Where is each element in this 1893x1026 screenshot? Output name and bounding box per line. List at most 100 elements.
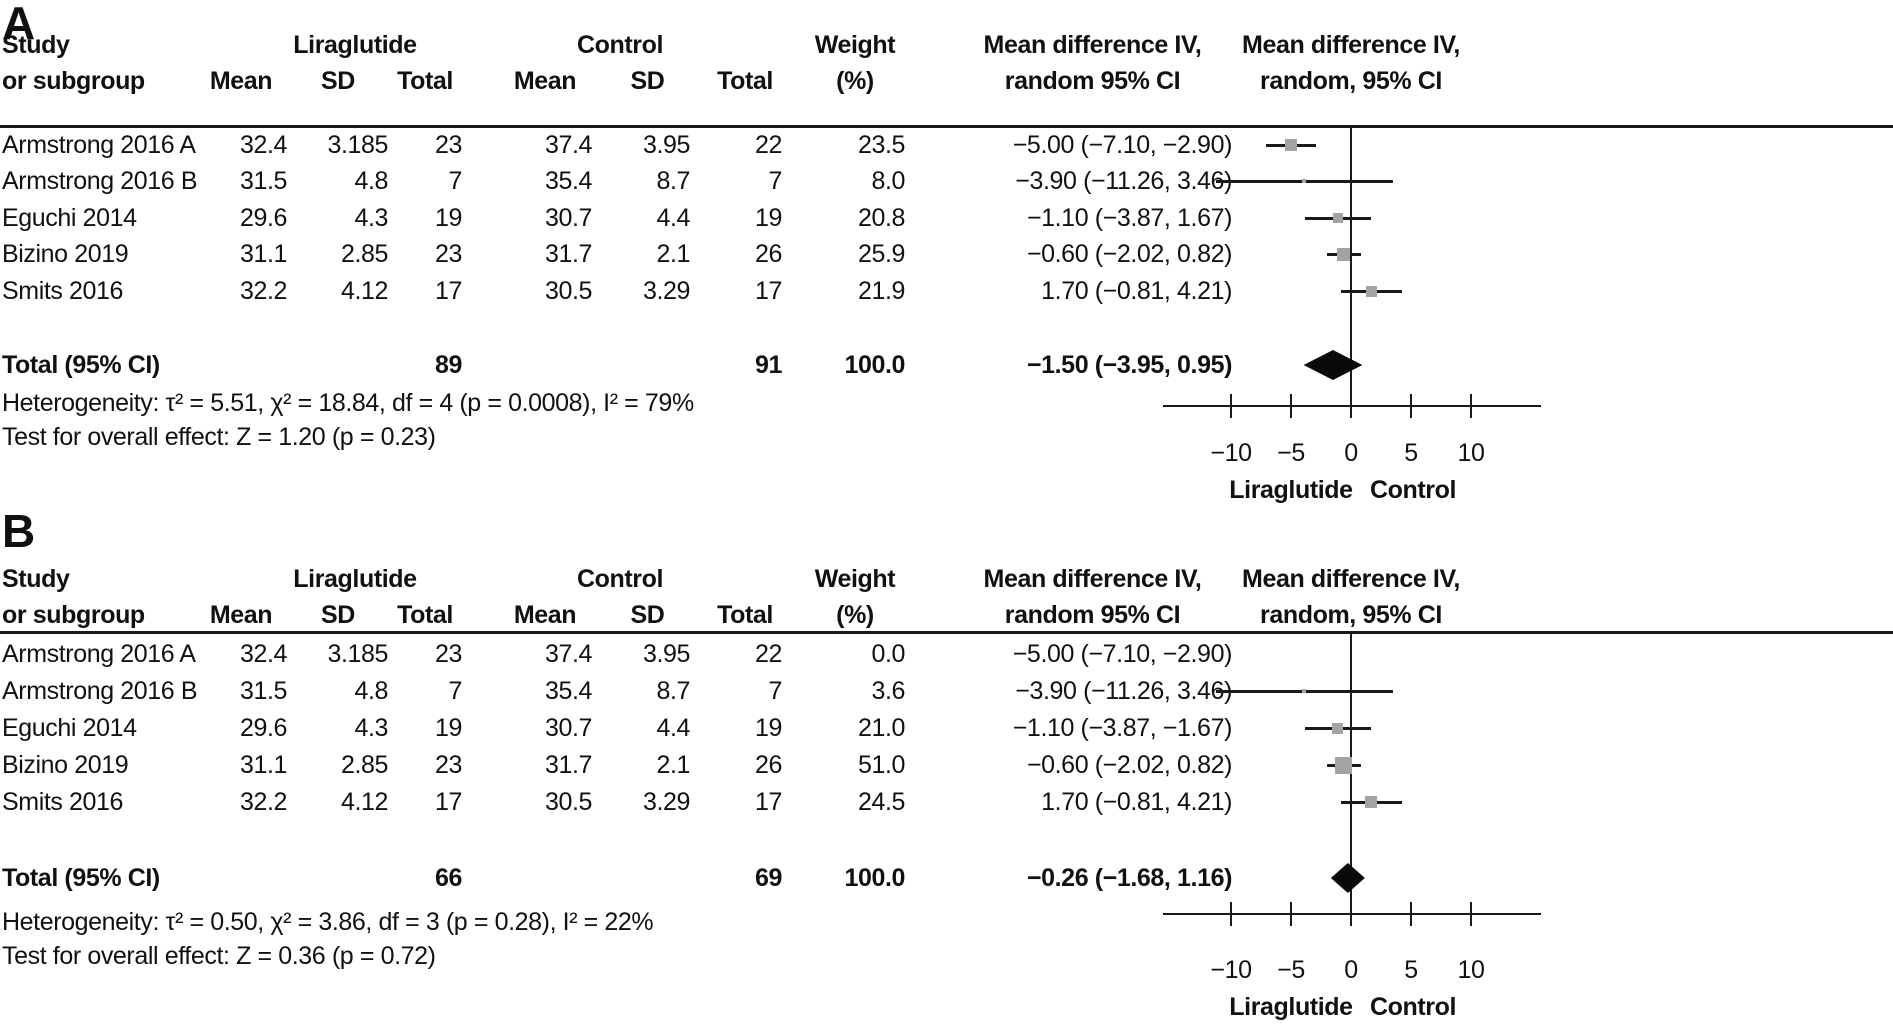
col-header-md-b2: random 95% CI xyxy=(1004,601,1181,629)
col-header-ltotal-1: Total xyxy=(397,67,453,95)
header-rule-b xyxy=(0,631,1893,634)
overall-effect-text-b: Test for overall effect: Z = 0.36 (p = 0… xyxy=(2,942,436,970)
header-rule-a xyxy=(0,125,1893,128)
table-cell-study: Smits 2016 xyxy=(2,788,124,816)
col-header-csd-1: SD xyxy=(630,67,665,95)
table-cell-c_sd: 4.4 xyxy=(656,204,690,232)
col-header-lsd-2: SD xyxy=(321,601,355,629)
axis-tick-label: −10 xyxy=(1210,956,1252,984)
axis-tick xyxy=(1410,902,1412,926)
table-cell-l_sd: 3.185 xyxy=(327,640,388,668)
table-cell-c_mean: 31.7 xyxy=(544,751,592,779)
table-cell-md: −3.90 (−11.26, 3.46) xyxy=(1015,677,1232,705)
axis-tick-label: −5 xyxy=(1277,956,1305,984)
table-cell-study: Bizino 2019 xyxy=(2,751,129,779)
group-header-liraglutide-1: Liraglutide xyxy=(293,31,417,59)
table-cell-c_total: 26 xyxy=(754,240,782,268)
table-cell-md: −5.00 (−7.10, −2.90) xyxy=(1012,131,1233,159)
summary-diamond xyxy=(1303,350,1363,380)
table-cell-weight: 23.5 xyxy=(857,131,905,159)
table-cell-c_total: 22 xyxy=(754,131,782,159)
total-weight-b: 100.0 xyxy=(844,864,905,892)
table-cell-weight: 24.5 xyxy=(857,788,905,816)
total-label-a: Total (95% CI) xyxy=(2,351,160,379)
table-cell-md: −1.10 (−3.87, −1.67) xyxy=(1012,714,1233,742)
total-md-a: −1.50 (−3.95, 0.95) xyxy=(1026,351,1232,379)
col-header-md-2: random 95% CI xyxy=(1004,67,1181,95)
axis-line xyxy=(1163,405,1541,407)
col-header-cmean-1: Mean xyxy=(513,67,577,95)
col-header-lmean-1: Mean xyxy=(209,67,273,95)
table-cell-weight: 25.9 xyxy=(857,240,905,268)
zero-effect-line xyxy=(1350,128,1352,406)
table-cell-l_sd: 2.85 xyxy=(340,751,388,779)
effect-marker xyxy=(1302,179,1307,183)
table-cell-c_total: 19 xyxy=(754,204,782,232)
effect-marker xyxy=(1337,247,1351,261)
table-cell-l_mean: 32.4 xyxy=(239,640,287,668)
table-cell-l_total: 17 xyxy=(434,788,462,816)
axis-tick xyxy=(1410,394,1412,418)
axis-tick xyxy=(1350,902,1352,926)
table-cell-l_sd: 4.12 xyxy=(340,277,388,305)
axis-tick-label: −5 xyxy=(1277,439,1305,467)
table-cell-c_mean: 37.4 xyxy=(544,640,592,668)
table-cell-l_total: 19 xyxy=(434,204,462,232)
table-cell-c_mean: 30.5 xyxy=(544,788,592,816)
heterogeneity-text-b: Heterogeneity: τ² = 0.50, χ² = 3.86, df … xyxy=(2,908,654,936)
table-cell-l_mean: 29.6 xyxy=(239,204,287,232)
plot-header-line1-a: Mean difference IV, xyxy=(1242,31,1460,59)
table-cell-l_total: 19 xyxy=(434,714,462,742)
col-header-lsd-1: SD xyxy=(321,67,355,95)
total-ltotal-b: 66 xyxy=(434,864,462,892)
col-header-ctotal-1: Total xyxy=(717,67,773,95)
col-header-weight-1: Weight xyxy=(814,31,896,59)
axis-right-label-a: Control xyxy=(1369,476,1457,504)
axis-tick xyxy=(1350,394,1352,418)
axis-tick xyxy=(1230,394,1232,418)
table-cell-c_total: 7 xyxy=(768,677,782,705)
table-cell-l_mean: 31.5 xyxy=(239,167,287,195)
table-cell-l_total: 23 xyxy=(434,131,462,159)
table-cell-c_mean: 35.4 xyxy=(544,167,592,195)
total-md-b: −0.26 (−1.68, 1.16) xyxy=(1026,864,1232,892)
table-cell-l_total: 23 xyxy=(434,751,462,779)
axis-tick-label: 10 xyxy=(1457,956,1485,984)
col-header-weight-pct-2: (%) xyxy=(836,601,874,629)
table-cell-c_sd: 3.95 xyxy=(642,131,690,159)
table-cell-study: Armstrong 2016 B xyxy=(2,167,198,195)
table-cell-l_sd: 4.8 xyxy=(354,167,388,195)
col-header-cmean-2: Mean xyxy=(513,601,577,629)
table-cell-study: Armstrong 2016 A xyxy=(2,131,196,159)
table-cell-l_total: 23 xyxy=(434,640,462,668)
group-header-control-1: Control xyxy=(576,31,664,59)
col-header-ltotal-2: Total xyxy=(397,601,453,629)
axis-tick-label: 5 xyxy=(1404,439,1418,467)
axis-left-label-a: Liraglutide xyxy=(1229,476,1353,504)
zero-effect-line xyxy=(1350,634,1352,914)
total-weight-a: 100.0 xyxy=(844,351,905,379)
axis-tick xyxy=(1470,394,1472,418)
table-cell-md: 1.70 (−0.81, 4.21) xyxy=(1041,277,1232,305)
plot-header-line2-b: random, 95% CI xyxy=(1260,601,1442,629)
axis-tick-label: 10 xyxy=(1457,439,1485,467)
table-cell-c_sd: 3.29 xyxy=(642,277,690,305)
table-cell-study: Smits 2016 xyxy=(2,277,124,305)
col-header-md-1: Mean difference IV, xyxy=(983,31,1202,59)
table-cell-c_total: 22 xyxy=(754,640,782,668)
table-cell-md: 1.70 (−0.81, 4.21) xyxy=(1041,788,1232,816)
effect-marker xyxy=(1332,213,1343,223)
table-cell-weight: 3.6 xyxy=(871,677,905,705)
table-cell-l_sd: 4.8 xyxy=(354,677,388,705)
effect-marker xyxy=(1285,139,1297,151)
plot-header-line2-a: random, 95% CI xyxy=(1260,67,1442,95)
plot-header-line1-b: Mean difference IV, xyxy=(1242,565,1460,593)
group-header-liraglutide-2: Liraglutide xyxy=(293,565,417,593)
col-header-csd-2: SD xyxy=(630,601,665,629)
heterogeneity-text-a: Heterogeneity: τ² = 5.51, χ² = 18.84, df… xyxy=(2,389,694,417)
table-cell-l_sd: 4.3 xyxy=(354,204,388,232)
table-cell-md: −1.10 (−3.87, 1.67) xyxy=(1026,204,1232,232)
effect-marker xyxy=(1365,796,1378,808)
axis-tick-label: −10 xyxy=(1210,439,1252,467)
